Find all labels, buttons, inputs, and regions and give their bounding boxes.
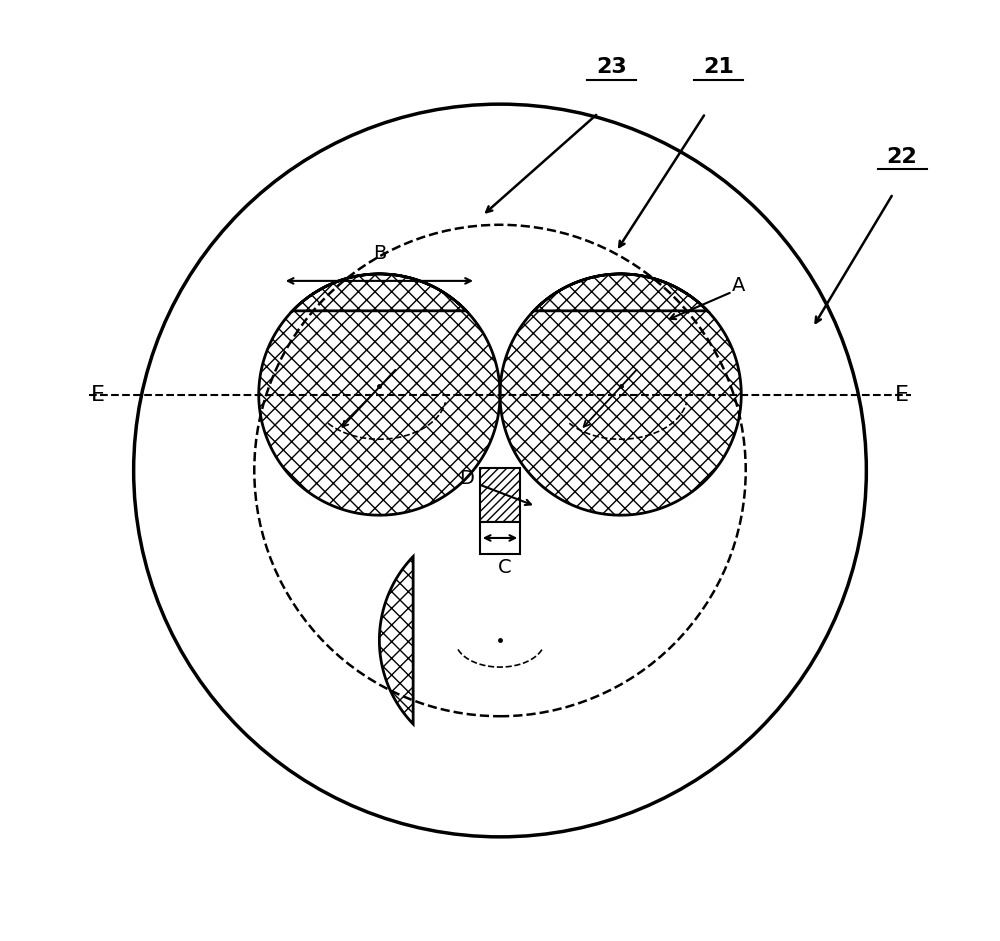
Bar	[480, 522, 520, 554]
Text: D: D	[459, 469, 474, 488]
Text: B: B	[373, 244, 386, 263]
Text: 21: 21	[703, 57, 734, 77]
Text: E: E	[91, 385, 105, 405]
Text: 23: 23	[596, 57, 627, 77]
Text: E: E	[895, 385, 909, 405]
Text: A: A	[732, 276, 746, 295]
Text: C: C	[498, 558, 511, 577]
Text: 23: 23	[596, 57, 627, 77]
Text: 22: 22	[887, 147, 917, 167]
Bar	[480, 469, 520, 522]
